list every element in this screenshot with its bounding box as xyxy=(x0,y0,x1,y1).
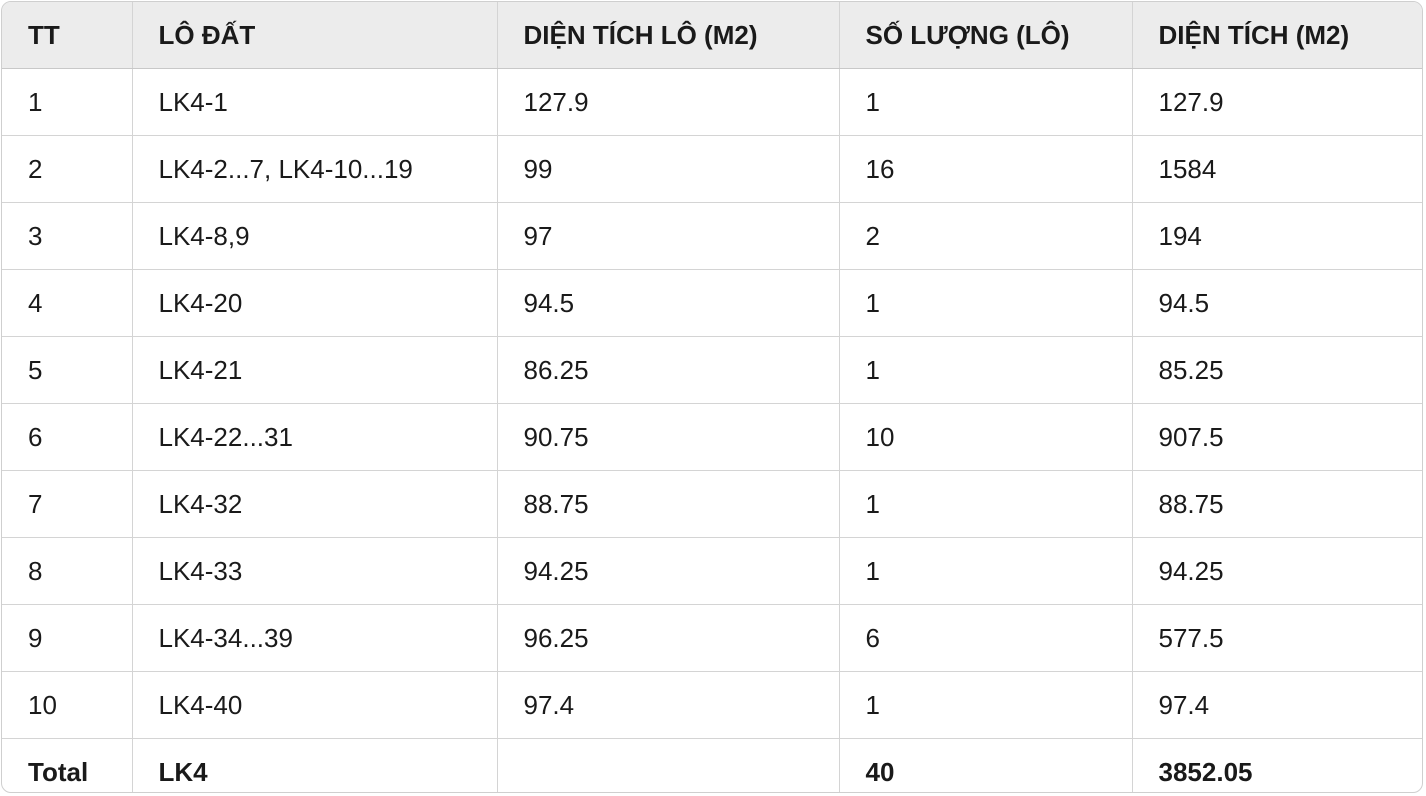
cell-lot: LK4-2...7, LK4-10...19 xyxy=(132,135,498,203)
cell-lot: LK4-20 xyxy=(132,269,498,337)
total-lot: LK4 xyxy=(132,738,498,792)
cell-lot-area: 94.25 xyxy=(497,537,840,605)
cell-lot-area: 94.5 xyxy=(497,269,840,337)
cell-quantity: 1 xyxy=(839,68,1133,136)
cell-tt: 4 xyxy=(2,269,133,337)
cell-tt: 3 xyxy=(2,202,133,270)
cell-total-area: 88.75 xyxy=(1132,470,1422,538)
table-row: 4 LK4-20 94.5 1 94.5 xyxy=(2,269,1422,337)
cell-quantity: 16 xyxy=(839,135,1133,203)
cell-quantity: 6 xyxy=(839,604,1133,672)
total-area: 3852.05 xyxy=(1158,756,1253,787)
total-lot-area xyxy=(497,738,840,792)
cell-total-area: 97.4 xyxy=(1132,671,1422,739)
cell-lot: LK4-8,9 xyxy=(132,202,498,270)
table-row: 1 LK4-1 127.9 1 127.9 xyxy=(2,68,1422,136)
header-lot: LÔ ĐẤT xyxy=(132,2,498,69)
table-row: 8 LK4-33 94.25 1 94.25 xyxy=(2,537,1422,605)
table-row: 7 LK4-32 88.75 1 88.75 xyxy=(2,470,1422,538)
header-tt: TT xyxy=(2,2,133,69)
header-lot-area: DIỆN TÍCH LÔ (M2) xyxy=(497,2,840,69)
cell-total-area: 94.5 xyxy=(1132,269,1422,337)
cell-lot: LK4-1 xyxy=(132,68,498,136)
cell-lot: LK4-34...39 xyxy=(132,604,498,672)
table-row: 10 LK4-40 97.4 1 97.4 xyxy=(2,671,1422,739)
table-header-row: TT LÔ ĐẤT DIỆN TÍCH LÔ (M2) SỐ LƯỢNG (LÔ… xyxy=(2,2,1422,69)
cell-total-area: 94.25 xyxy=(1132,537,1422,605)
cell-quantity: 1 xyxy=(839,537,1133,605)
header-quantity: SỐ LƯỢNG (LÔ) xyxy=(839,2,1133,69)
cell-lot-area: 97 xyxy=(497,202,840,270)
table-row: 3 LK4-8,9 97 2 194 xyxy=(2,202,1422,270)
cell-quantity: 1 xyxy=(839,470,1133,538)
cell-lot-area: 90.75 xyxy=(497,403,840,471)
cell-lot-area: 86.25 xyxy=(497,336,840,404)
cell-tt: 1 xyxy=(2,68,133,136)
cell-lot-area: 99 xyxy=(497,135,840,203)
total-label: Total xyxy=(2,738,133,792)
cell-tt: 7 xyxy=(2,470,133,538)
cell-total-area: 127.9 xyxy=(1132,68,1422,136)
cell-tt: 8 xyxy=(2,537,133,605)
cell-tt: 10 xyxy=(2,671,133,739)
total-row: Total LK4 40 3852.05 xyxy=(2,738,1422,792)
cell-total-area: 194 xyxy=(1132,202,1422,270)
cell-quantity: 10 xyxy=(839,403,1133,471)
cell-lot-area: 88.75 xyxy=(497,470,840,538)
cell-lot-area: 127.9 xyxy=(497,68,840,136)
table-row: 9 LK4-34...39 96.25 6 577.5 xyxy=(2,604,1422,672)
cell-tt: 6 xyxy=(2,403,133,471)
cell-tt: 5 xyxy=(2,336,133,404)
total-quantity: 40 xyxy=(839,738,1133,792)
cell-tt: 9 xyxy=(2,604,133,672)
cell-lot-area: 97.4 xyxy=(497,671,840,739)
cell-quantity: 2 xyxy=(839,202,1133,270)
cell-lot: LK4-32 xyxy=(132,470,498,538)
cell-quantity: 1 xyxy=(839,671,1133,739)
cell-lot: LK4-21 xyxy=(132,336,498,404)
cell-total-area: 1584 xyxy=(1132,135,1422,203)
cell-quantity: 1 xyxy=(839,269,1133,337)
cell-lot: LK4-33 xyxy=(132,537,498,605)
cell-lot: LK4-22...31 xyxy=(132,403,498,471)
cell-total-area: 85.25 xyxy=(1132,336,1422,404)
cell-tt: 2 xyxy=(2,135,133,203)
table-row: 6 LK4-22...31 90.75 10 907.5 xyxy=(2,403,1422,471)
cell-lot: LK4-40 xyxy=(132,671,498,739)
table-row: 5 LK4-21 86.25 1 85.25 xyxy=(2,336,1422,404)
cell-quantity: 1 xyxy=(839,336,1133,404)
cell-total-area: 907.5 xyxy=(1132,403,1422,471)
cell-total-area: 577.5 xyxy=(1132,604,1422,672)
header-total-area: DIỆN TÍCH (M2) xyxy=(1132,2,1422,69)
cell-lot-area: 96.25 xyxy=(497,604,840,672)
table-row: 2 LK4-2...7, LK4-10...19 99 16 1584 xyxy=(2,135,1422,203)
